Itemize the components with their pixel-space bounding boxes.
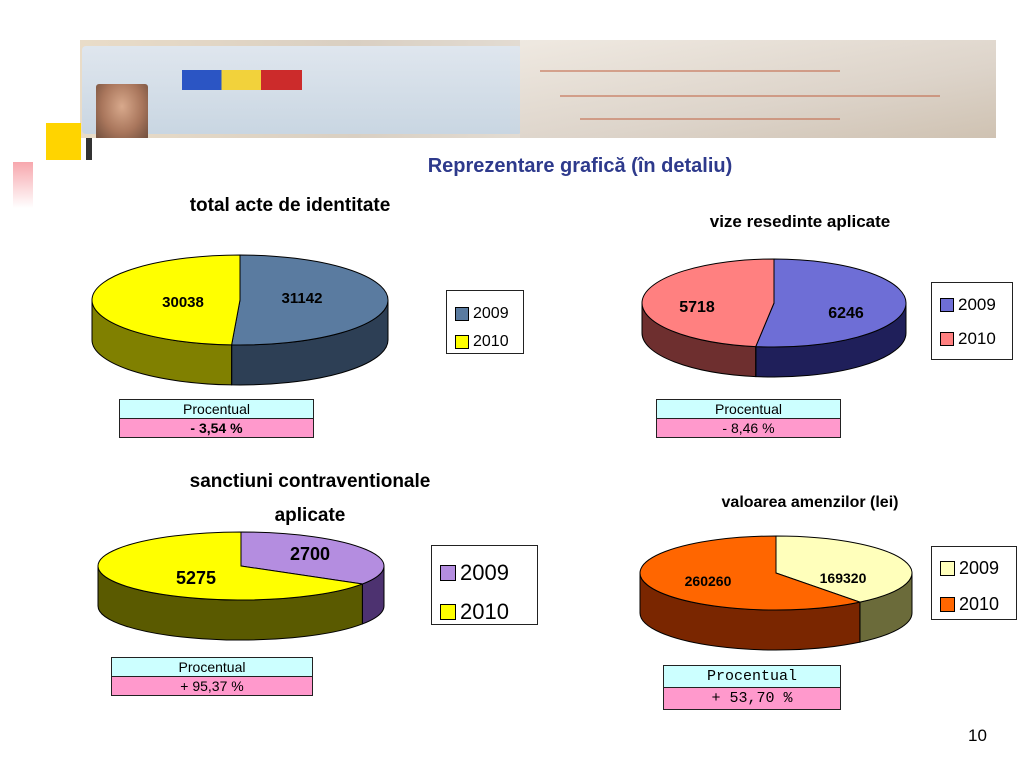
- legend-item-2010: 2010: [440, 599, 509, 625]
- decor-yellow-square: [46, 123, 81, 160]
- legend-item-2009: 2009: [440, 560, 509, 586]
- legend-label: 2010: [959, 594, 1000, 614]
- legend-fines-value: 2009 2010: [931, 546, 1017, 620]
- chart-title-sanctions: sanctiuni contraventionale aplicate: [120, 465, 500, 533]
- legend-swatch: [940, 561, 955, 576]
- legend-label: 2010: [473, 333, 509, 350]
- legend-item-2010: 2010: [455, 333, 509, 351]
- legend-item-2010: 2010: [940, 329, 996, 349]
- portrait-photo-icon: [96, 84, 148, 138]
- legend-label: 2010: [460, 599, 509, 624]
- pie-slice-2009: [231, 254, 389, 346]
- legend-sanctions: 2009 2010: [431, 545, 538, 625]
- legend-item-2009: 2009: [455, 305, 509, 323]
- pie-slice-2009: [775, 535, 913, 603]
- pie-value-label-2009: 2700: [290, 544, 330, 564]
- percent-value: + 95,37 %: [111, 676, 313, 696]
- percent-table-identity-documents: Procentual - 3,54 %: [119, 399, 314, 438]
- birth-certificate-icon: [520, 40, 996, 138]
- chart-title-fines-value: valoarea amenzilor (lei): [721, 494, 899, 511]
- legend-swatch: [940, 332, 954, 346]
- percent-header: Procentual: [111, 657, 313, 677]
- chart-title-line-2: aplicate: [274, 505, 346, 526]
- percent-table-residence-visas: Procentual - 8,46 %: [656, 399, 841, 438]
- pie-chart-fines-value: 169320 260260: [639, 535, 913, 651]
- legend-identity-documents: 2009 2010: [446, 290, 524, 354]
- pie-slice-2010: [641, 258, 775, 348]
- legend-swatch: [440, 565, 456, 581]
- pie-slice-2010: [97, 531, 365, 601]
- pie-value-label-2009: 31142: [282, 290, 323, 307]
- legend-label: 2009: [473, 305, 509, 322]
- legend-swatch: [455, 335, 469, 349]
- decor-dark-bar: [86, 138, 92, 160]
- pie-chart-identity-documents: 31142 30038: [91, 254, 389, 386]
- pie-slice-2010: [91, 254, 241, 346]
- legend-residence-visas: 2009 2010: [931, 282, 1013, 360]
- percent-value: + 53,70 %: [663, 687, 841, 710]
- header-banner: [80, 40, 996, 138]
- legend-item-2010: 2010: [940, 594, 999, 615]
- pie-value-label-2010: 260260: [685, 573, 732, 589]
- legend-swatch: [940, 597, 955, 612]
- legend-item-2009: 2009: [940, 295, 996, 315]
- page-number: 10: [968, 726, 987, 745]
- percent-table-fines-value: Procentual + 53,70 %: [663, 665, 841, 710]
- pie-chart-residence-visas: 6246 5718: [641, 258, 907, 378]
- legend-label: 2009: [958, 295, 996, 314]
- percent-value: - 3,54 %: [119, 418, 314, 438]
- legend-label: 2009: [959, 558, 1000, 578]
- chart-title-line-1: sanctiuni contraventionale: [189, 471, 431, 492]
- chart-title-residence-visas: vize resedinte aplicate: [709, 212, 891, 231]
- pie-value-label-2010: 5275: [176, 568, 216, 588]
- percent-header: Procentual: [663, 665, 841, 688]
- percent-header: Procentual: [119, 399, 314, 419]
- legend-swatch: [440, 604, 456, 620]
- identity-card-icon: [82, 46, 522, 138]
- legend-item-2009: 2009: [940, 558, 999, 579]
- pie-chart-sanctions: 2700 5275: [97, 531, 385, 641]
- pie-slice-2009: [755, 258, 907, 348]
- percent-value: - 8,46 %: [656, 418, 841, 438]
- percent-table-sanctions: Procentual + 95,37 %: [111, 657, 313, 696]
- romania-flag-icon: [182, 70, 302, 90]
- legend-label: 2010: [958, 329, 996, 348]
- pie-value-label-2009: 169320: [820, 570, 867, 586]
- pie-value-label-2010: 30038: [162, 294, 204, 311]
- chart-title-identity-documents: total acte de identitate: [189, 195, 391, 216]
- pie-value-label-2009: 6246: [828, 305, 864, 322]
- percent-header: Procentual: [656, 399, 841, 419]
- legend-label: 2009: [460, 560, 509, 585]
- legend-swatch: [455, 307, 469, 321]
- pie-value-label-2010: 5718: [679, 299, 715, 316]
- pie-slice-2010: [639, 535, 862, 611]
- slide-title: Reprezentare grafică (în detaliu): [427, 155, 733, 177]
- decor-pink-bar: [13, 162, 33, 208]
- legend-swatch: [940, 298, 954, 312]
